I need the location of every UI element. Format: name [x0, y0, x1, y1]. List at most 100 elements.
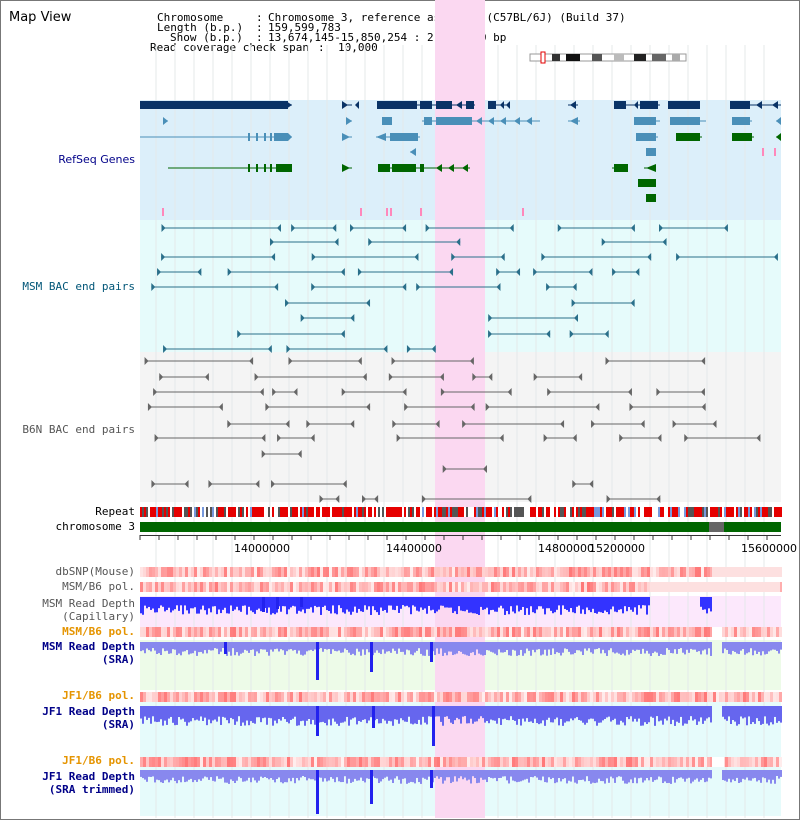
repeat-segment: [644, 507, 646, 517]
jf1-b6-pol-cell: [560, 692, 563, 702]
jf1-b6-pol-2-cell: [236, 757, 239, 767]
msm-sra-depth-bar: [474, 642, 476, 656]
msm-b6-pol-2-cell: [224, 627, 227, 637]
jf1-sra-depth-bar: [746, 706, 748, 726]
msm-bac-pair: [773, 253, 778, 261]
repeat-segment: [602, 507, 604, 517]
jf1-b6-pol-2-cell: [734, 757, 737, 767]
repeat-segment: [278, 507, 280, 517]
msm-bac-pair: [456, 238, 461, 246]
repeat-segment: [718, 507, 720, 517]
jf1-trim-depth-bar: [450, 770, 452, 784]
msm-cap-depth-bar: [362, 597, 364, 612]
track-label-b6n-bac[interactable]: B6N BAC end pairs: [22, 423, 135, 436]
dbsnp-cell: [356, 567, 359, 577]
jf1-b6-pol-cell: [365, 692, 368, 702]
msm-b6-pol-cell: [224, 582, 227, 592]
jf1-trim-depth-bar: [294, 770, 296, 784]
track-label-refseq[interactable]: RefSeq Genes: [58, 153, 135, 166]
msm-b6-pol-cell: [326, 582, 329, 592]
gene-exon-arrow: [514, 117, 520, 125]
dbsnp-cell: [677, 567, 680, 577]
msm-cap-depth-bar: [140, 597, 142, 614]
dbsnp-cell: [647, 567, 650, 577]
msm-b6-pol-2-cell: [212, 627, 215, 637]
msm-b6-pol-2-cell: [494, 627, 497, 637]
jf1-sra-depth-bar: [226, 706, 228, 721]
jf1-b6-pol-2-cell: [560, 757, 563, 767]
dbsnp-cell: [602, 567, 605, 577]
ruler-tick-label: 14800000: [538, 542, 594, 555]
repeat-segment: [752, 507, 754, 517]
msm-cap-depth-bar: [398, 597, 400, 613]
jf1-b6-pol-2-cell: [404, 757, 407, 767]
msm-sra-depth-bar: [446, 642, 448, 656]
dbsnp-cell: [200, 567, 203, 577]
msm-b6-pol-2-cell: [425, 627, 428, 637]
dbsnp-cell: [146, 567, 149, 577]
b6n-bac-pair: [261, 450, 266, 458]
msm-b6-pol-2-cell: [299, 627, 302, 637]
jf1-trim-depth-bar: [766, 770, 768, 783]
jf1-trim-depth-bar: [774, 770, 776, 784]
msm-b6-pol-cell: [398, 582, 401, 592]
jf1-b6-pol-cell: [350, 692, 353, 702]
track-label-msm-bac[interactable]: MSM BAC end pairs: [22, 280, 135, 293]
repeat-segment: [166, 507, 168, 517]
msm-b6-pol-2-cell: [419, 627, 422, 637]
msm-cap-depth-bar: [284, 597, 286, 607]
jf1-trim-depth-bar: [732, 770, 734, 780]
msm-cap-depth-bar: [538, 597, 540, 607]
jf1-b6-pol-cell: [431, 692, 434, 702]
jf1-sra-depth-bar: [262, 706, 264, 719]
jf1-trim-depth-bar: [320, 770, 322, 778]
repeat-segment: [198, 507, 200, 517]
jf1-trim-depth-bar: [252, 770, 254, 778]
msm-b6-pol-cell: [311, 582, 314, 592]
jf1-sra-depth-bar: [646, 706, 648, 725]
jf1-b6-pol-cell: [170, 692, 173, 702]
msm-b6-pol-2-cell: [647, 627, 650, 637]
track-label-dbsnp: dbSNP(Mouse): [55, 565, 135, 578]
msm-b6-pol-cell: [590, 582, 593, 592]
jf1-sra-depth-bar: [780, 706, 782, 723]
jf1-sra-depth-bar: [608, 706, 610, 717]
msm-b6-pol-2-cell: [479, 627, 482, 637]
msm-b6-pol-cell: [362, 582, 365, 592]
msm-cap-depth-bar: [224, 597, 226, 608]
msm-cap-depth-bar: [164, 597, 166, 612]
jf1-trim-depth-bar: [420, 770, 422, 784]
msm-sra-depth-bar: [540, 642, 542, 656]
msm-b6-pol-2-cell: [338, 627, 341, 637]
repeat-segment: [682, 507, 684, 517]
jf1-sra-depth-bar: [494, 706, 496, 721]
jf1-sra-depth-bar: [654, 706, 656, 726]
msm-b6-pol-2-cell: [170, 627, 173, 637]
jf1-sra-depth-bar: [726, 706, 728, 721]
msm-sra-depth-bar: [442, 642, 444, 656]
msm-b6-pol-cell: [530, 582, 533, 592]
jf1-b6-pol-2-cell: [446, 757, 449, 767]
msm-sra-depth-bar: [760, 642, 762, 656]
msm-sra-depth-bar: [278, 642, 280, 652]
msm-sra-depth-bar: [564, 642, 566, 649]
msm-sra-depth-bar: [192, 642, 194, 654]
msm-b6-pol-2-cell: [677, 627, 680, 637]
jf1-sra-depth-bar: [200, 706, 202, 717]
b6n-bac-pair: [151, 480, 156, 488]
repeat-segment: [262, 507, 264, 517]
repeat-segment: [150, 507, 152, 517]
jf1-b6-pol-cell: [689, 692, 692, 702]
jf1-trim-depth-bar: [460, 770, 462, 777]
jf1-b6-pol-cell: [302, 692, 305, 702]
repeat-segment: [698, 507, 700, 517]
jf1-b6-pol-cell: [467, 692, 470, 702]
jf1-sra-depth-bar: [682, 706, 684, 726]
jf1-b6-pol-cell: [617, 692, 620, 702]
repeat-segment: [610, 507, 612, 517]
repeat-segment: [264, 507, 266, 517]
dbsnp-cell: [380, 567, 383, 577]
jf1-sra-depth-bar: [140, 706, 142, 719]
jf1-sra-depth-bar: [414, 706, 416, 724]
